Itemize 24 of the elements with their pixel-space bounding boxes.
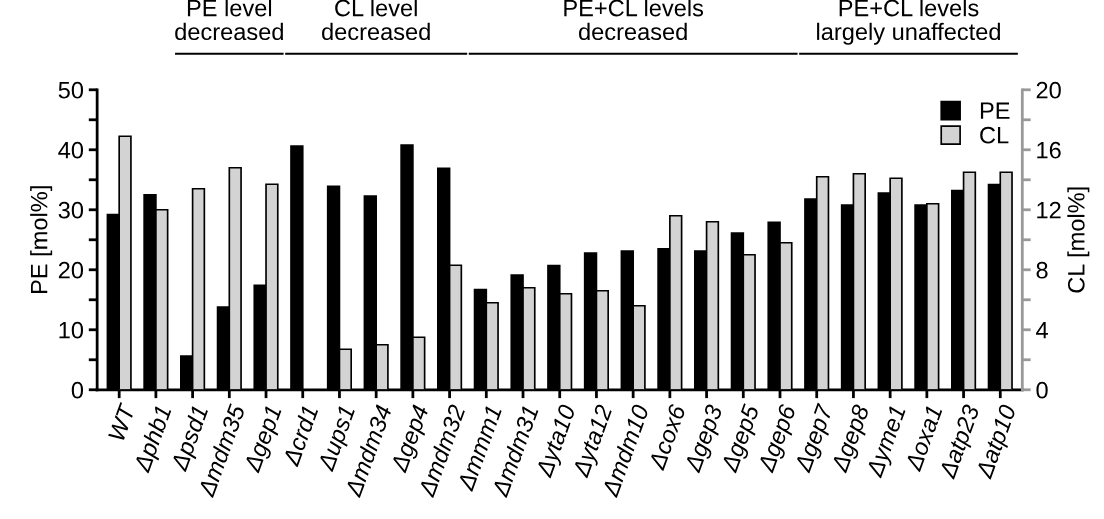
text: PE+CL levels largely unaffected xyxy=(817,0,1000,45)
y-axis-title: PE [mol%] xyxy=(30,186,53,293)
x-tick-label: WT xyxy=(108,401,136,442)
legend-label: CL xyxy=(980,126,1009,144)
legend-label: PE xyxy=(980,102,1010,119)
y2-axis-title: CL [mol%] xyxy=(1067,187,1090,293)
y-tick-label: 30 xyxy=(58,201,84,219)
y2-tick-label: 12 xyxy=(1037,201,1061,219)
y2-tick-label: 16 xyxy=(1037,141,1061,159)
y2-tick-label: 4 xyxy=(1036,322,1048,339)
x-tick-label: Δcox6 xyxy=(647,403,687,472)
x-tick-label: Δgep1 xyxy=(243,405,282,474)
text: PE+CL levels decreased xyxy=(564,0,704,41)
y2-tick-label: 0 xyxy=(1036,381,1048,399)
y2-tick-label: 20 xyxy=(1036,81,1061,99)
y-tick-label: 40 xyxy=(58,141,84,159)
x-tick-label: Δcrd1 xyxy=(281,404,319,468)
y-tick-label: 10 xyxy=(59,321,84,339)
y-tick-label: 20 xyxy=(58,261,84,279)
text: PE level decreased xyxy=(175,0,283,41)
y-tick-label: 0 xyxy=(71,381,84,399)
text: CL level decreased xyxy=(322,0,430,41)
y-tick-label: 50 xyxy=(58,81,84,99)
y2-tick-label: 8 xyxy=(1036,261,1048,279)
